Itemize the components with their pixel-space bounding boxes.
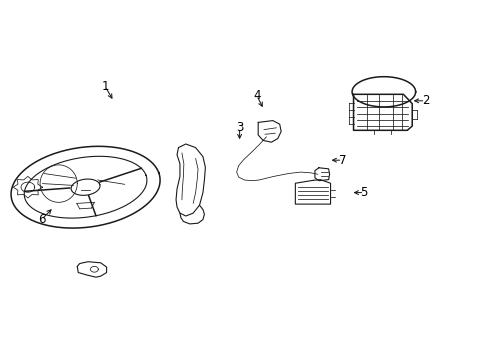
Text: 7: 7	[338, 154, 346, 167]
Text: 5: 5	[360, 186, 367, 199]
Text: 4: 4	[252, 89, 260, 102]
Text: 1: 1	[101, 80, 109, 93]
Text: 6: 6	[38, 213, 45, 226]
Text: 2: 2	[421, 94, 428, 107]
Text: 3: 3	[235, 121, 243, 134]
